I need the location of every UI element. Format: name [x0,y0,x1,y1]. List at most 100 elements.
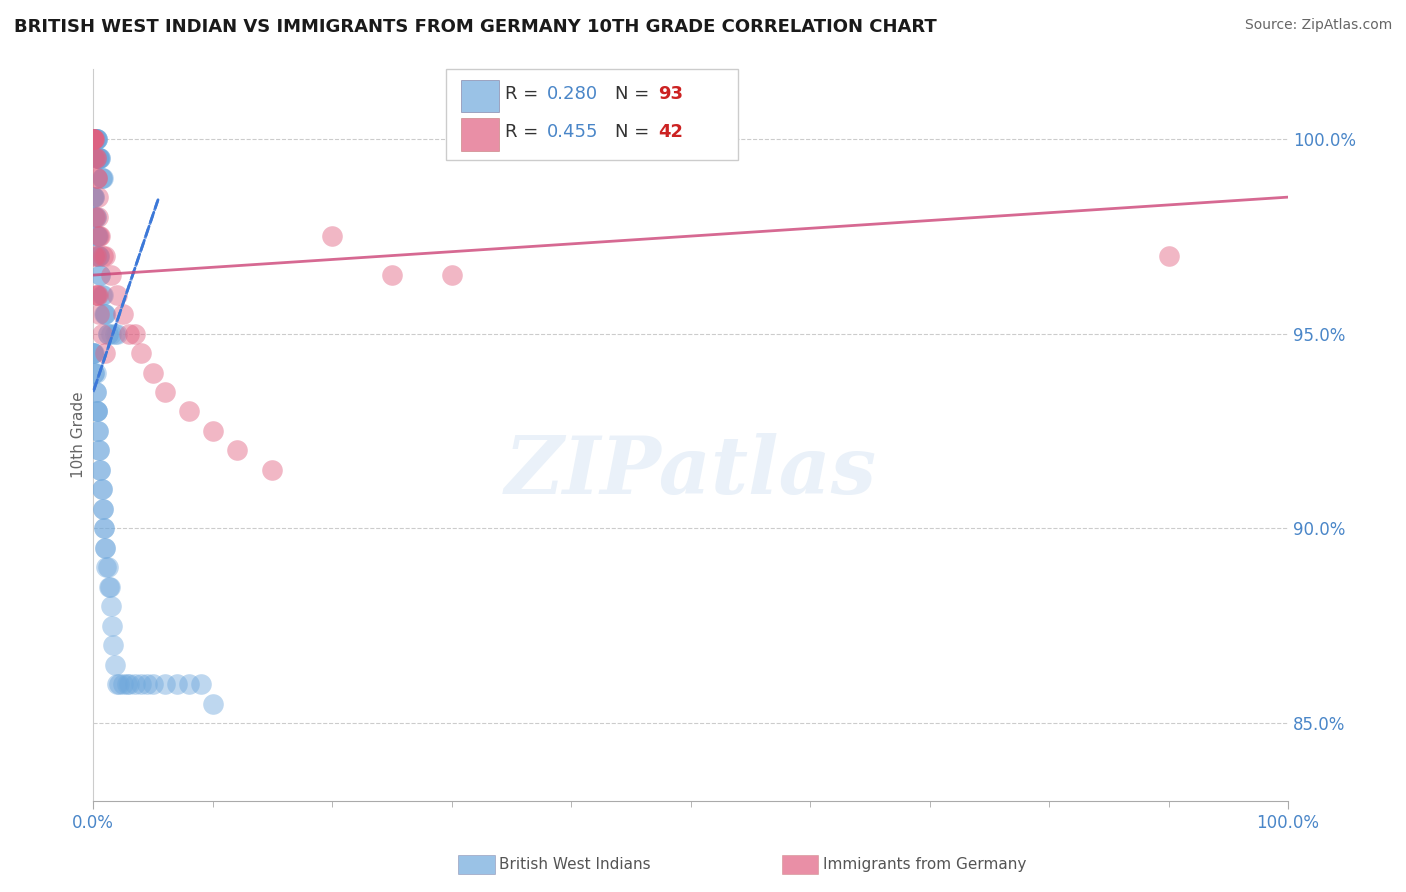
Point [89,151,111,165]
Point [87,229,110,244]
Point [86,170,108,185]
FancyBboxPatch shape [461,79,499,112]
Point [83,151,105,165]
Text: R =: R = [505,123,544,141]
Point [89,249,111,263]
Point [82,131,104,145]
Point [100,326,122,341]
Point [89,463,111,477]
Point [87,424,110,438]
Point [87,210,110,224]
Point [105,326,128,341]
Point [82,190,104,204]
FancyBboxPatch shape [446,69,738,160]
Point [83,190,105,204]
Point [89,151,111,165]
Point [91,502,114,516]
Point [83,131,105,145]
Point [83,366,105,380]
Point [94,307,117,321]
Point [93,307,115,321]
Point [89,268,111,282]
Point [82,131,104,145]
Point [89,443,111,458]
Point [83,131,105,145]
Text: ZIPatlas: ZIPatlas [505,433,877,510]
Point [201,697,224,711]
Point [177,404,200,418]
Text: R =: R = [505,85,544,103]
Text: 0.455: 0.455 [547,123,599,141]
Point [124,677,146,691]
Point [86,131,108,145]
Point [86,404,108,418]
Point [82,131,104,145]
Text: N =: N = [616,123,655,141]
Point [84,151,107,165]
Point [89,268,111,282]
Text: 93: 93 [658,85,683,103]
Point [89,151,111,165]
Point [84,151,107,165]
Point [86,229,108,244]
Point [90,170,112,185]
Point [129,346,152,360]
Point [89,307,111,321]
Point [83,249,105,263]
Text: Source: ZipAtlas.com: Source: ZipAtlas.com [1244,18,1392,32]
Point [94,541,117,555]
Point [90,170,112,185]
Point [84,384,107,399]
FancyBboxPatch shape [461,119,499,151]
Point [83,131,105,145]
Text: 0.280: 0.280 [547,85,599,103]
Point [87,424,110,438]
Point [89,229,111,244]
Point [100,268,122,282]
Point [86,170,108,185]
Point [153,677,176,691]
Point [84,131,107,145]
Point [89,443,111,458]
Point [86,131,108,145]
Point [84,384,107,399]
Point [91,287,114,301]
Point [112,677,135,691]
Y-axis label: 10th Grade: 10th Grade [72,392,86,478]
Point [84,131,107,145]
Point [86,404,108,418]
Point [90,483,112,497]
Point [153,384,176,399]
Point [89,229,111,244]
Point [86,131,108,145]
Point [82,131,104,145]
Point [87,249,110,263]
Point [86,404,108,418]
Point [101,619,124,633]
Text: N =: N = [616,85,655,103]
Point [142,677,165,691]
Point [96,326,118,341]
Point [96,326,118,341]
Point [262,463,284,477]
Point [177,677,200,691]
Point [84,366,107,380]
Point [82,131,104,145]
Point [82,190,104,204]
Point [105,677,128,691]
Point [82,346,104,360]
Point [124,326,146,341]
Point [96,560,118,574]
Point [118,677,141,691]
Point [91,249,114,263]
Text: 42: 42 [658,123,683,141]
Point [89,151,111,165]
Point [86,287,108,301]
Point [103,638,125,652]
Point [84,210,107,224]
Point [104,657,127,672]
Text: Immigrants from Germany: Immigrants from Germany [823,857,1026,871]
Point [84,210,107,224]
Point [90,483,112,497]
Point [90,287,112,301]
